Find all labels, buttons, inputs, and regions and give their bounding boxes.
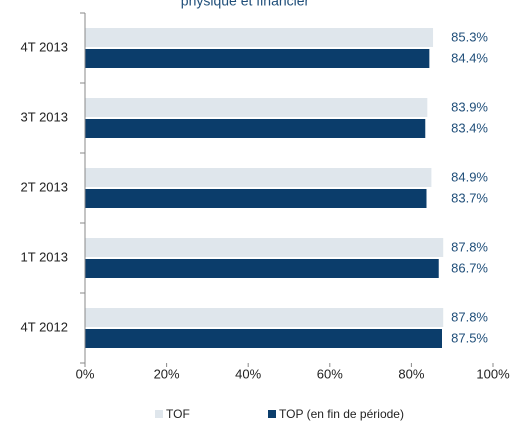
value-label: 87.8% [451,309,488,324]
value-label: 84.4% [451,50,488,65]
x-tick-label: 60% [317,366,343,381]
bar [85,98,428,117]
value-label: 83.7% [451,190,488,205]
x-tick-label: 40% [235,366,261,381]
x-tick-label: 0% [76,366,95,381]
x-tick-label: 100% [476,366,510,381]
value-label: 87.8% [451,239,488,254]
value-label: 83.4% [451,120,488,135]
y-tick-label: 4T 2012 [21,319,68,334]
value-label: 84.9% [451,169,488,184]
bar [85,259,439,278]
bar [85,329,442,348]
value-label: 87.5% [451,330,488,345]
x-tick-label: 80% [398,366,424,381]
legend-label: TOF [166,407,190,421]
chart-title: physique et financier [181,0,310,9]
legend-swatch [155,410,163,418]
legend-swatch [268,410,276,418]
value-label: 86.7% [451,260,488,275]
y-tick-label: 2T 2013 [21,179,68,194]
bar [85,238,444,257]
x-tick-label: 20% [154,366,180,381]
bar [85,119,426,138]
y-tick-label: 3T 2013 [21,109,68,124]
bar [85,49,430,68]
value-label: 85.3% [451,29,488,44]
bar [85,189,427,208]
bar [85,168,432,187]
y-tick-label: 4T 2013 [21,39,68,54]
y-tick-label: 1T 2013 [21,249,68,264]
legend-label: TOP (en fin de période) [279,407,404,421]
value-label: 83.9% [451,99,488,114]
bar [85,28,434,47]
bar [85,308,444,327]
